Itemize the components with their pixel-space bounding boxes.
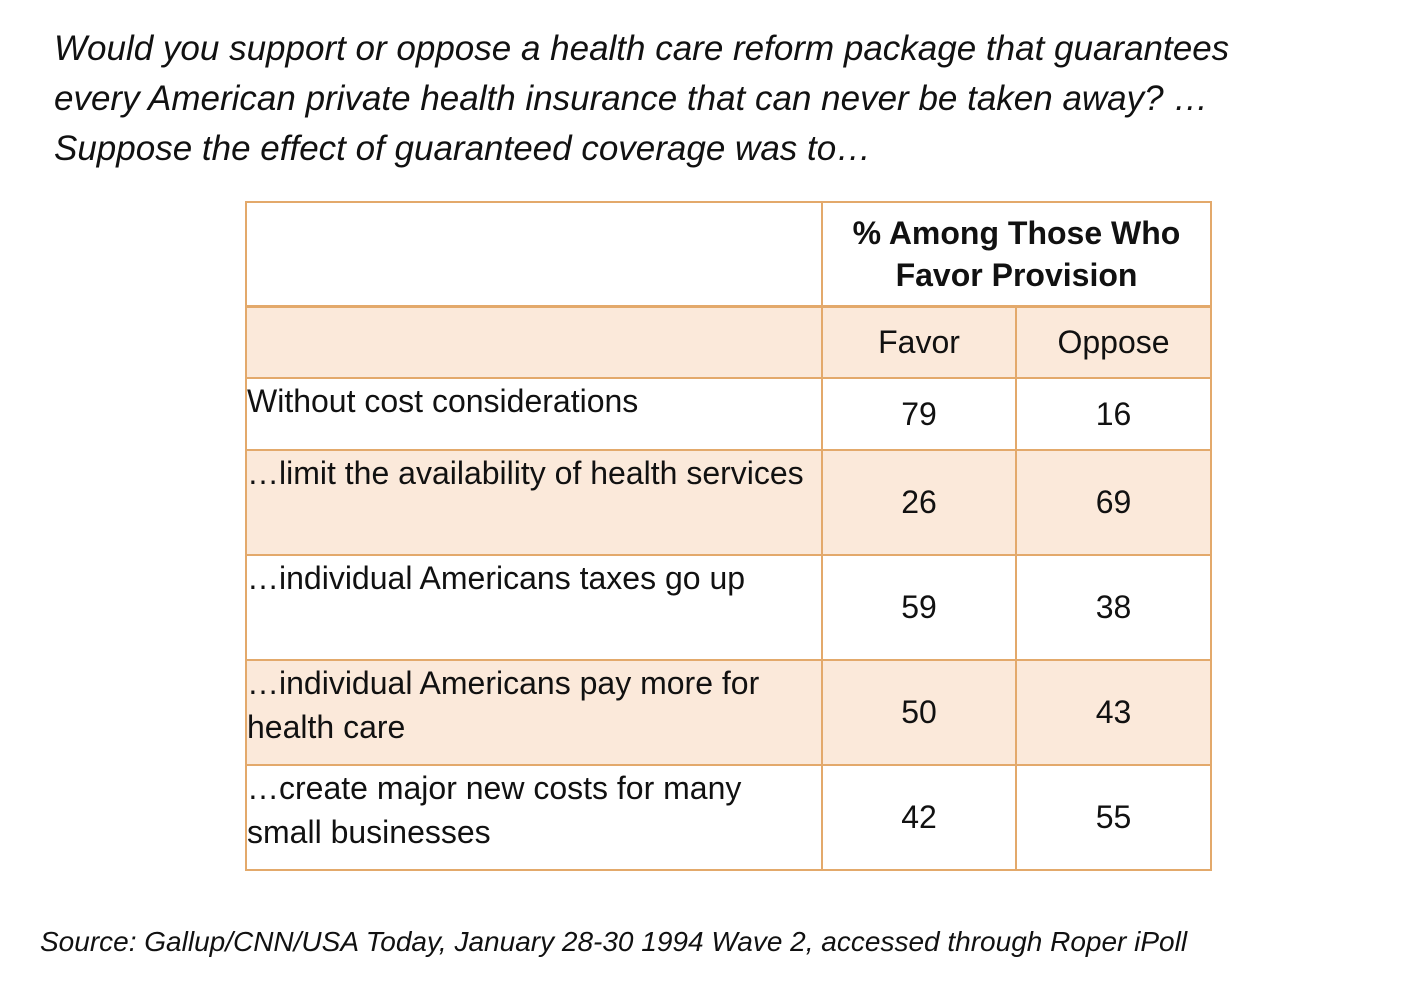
question-line-2: every American private health insurance … [54, 79, 1209, 118]
question-line-3: Suppose the effect of guaranteed coverag… [54, 129, 872, 168]
table-row: …individual Americans pay more for healt… [245, 659, 1212, 766]
row-label: …limit the availability of health servic… [245, 449, 823, 556]
header-corner-cell [245, 201, 823, 307]
table-row: …create major new costs for many small b… [245, 764, 1212, 871]
favor-value: 79 [821, 377, 1017, 451]
favor-value: 50 [821, 659, 1017, 766]
header-corner-cell-2 [245, 305, 823, 379]
oppose-value: 16 [1015, 377, 1212, 451]
table-row: …limit the availability of health servic… [245, 449, 1212, 556]
row-label: …create major new costs for many small b… [245, 764, 823, 871]
column-header-oppose: Oppose [1015, 305, 1212, 379]
column-group-header: % Among Those Who Favor Provision [821, 201, 1212, 307]
oppose-value: 43 [1015, 659, 1212, 766]
question-line-1: Would you support or oppose a health car… [54, 29, 1230, 68]
header-row-columns: Favor Oppose [245, 305, 1212, 379]
oppose-value: 38 [1015, 554, 1212, 661]
header-row-group: % Among Those Who Favor Provision [245, 201, 1212, 307]
results-table: % Among Those Who Favor Provision Favor … [245, 201, 1212, 871]
column-header-favor: Favor [821, 305, 1017, 379]
oppose-value: 69 [1015, 449, 1212, 556]
row-label: …individual Americans taxes go up [245, 554, 823, 661]
source-note: Source: Gallup/CNN/USA Today, January 28… [40, 926, 1188, 957]
favor-value: 59 [821, 554, 1017, 661]
favor-value: 26 [821, 449, 1017, 556]
table-row: Without cost considerations 79 16 [245, 377, 1212, 451]
question-title: Would you support or oppose a health car… [54, 24, 1384, 174]
row-label: …individual Americans pay more for healt… [245, 659, 823, 766]
oppose-value: 55 [1015, 764, 1212, 871]
favor-value: 42 [821, 764, 1017, 871]
table-row: …individual Americans taxes go up 59 38 [245, 554, 1212, 661]
row-label: Without cost considerations [245, 377, 823, 451]
